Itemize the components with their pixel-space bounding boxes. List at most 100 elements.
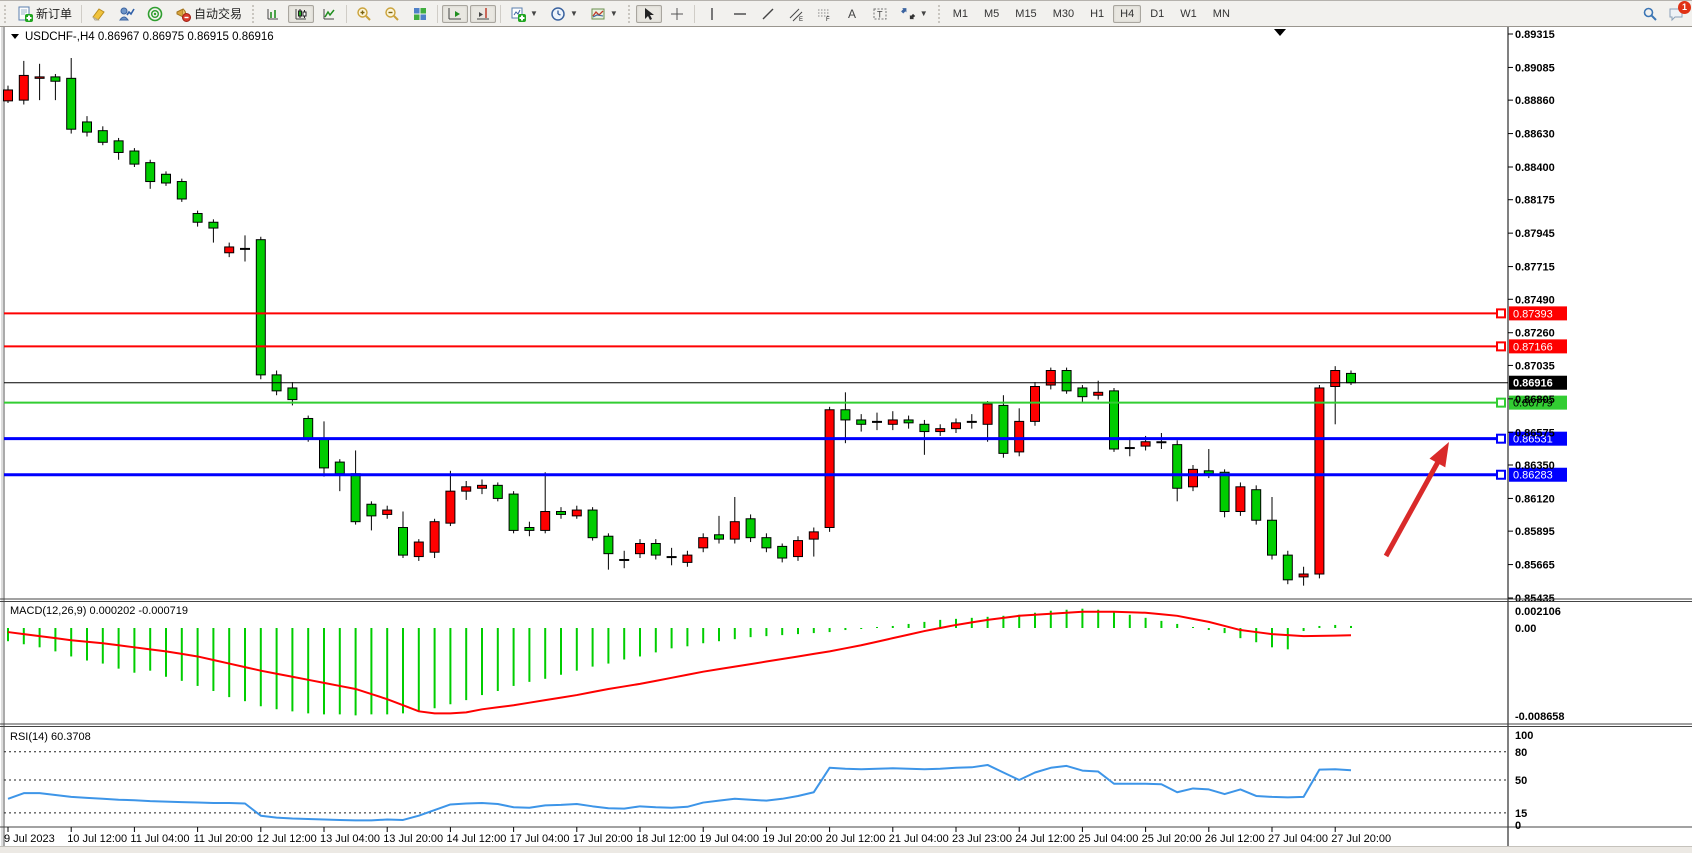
timeframe-w1[interactable]: W1: [1180, 7, 1197, 20]
level-line-0.86531[interactable]: 0.86531: [4, 431, 1567, 446]
price-tick-label: 0.88630: [1515, 129, 1555, 141]
fibonacci-button[interactable]: F: [811, 5, 837, 23]
text-button[interactable]: A: [839, 5, 865, 23]
time-tick-label: 23 Jul 23:00: [952, 833, 1012, 845]
level-line-0.86283[interactable]: 0.86283: [4, 467, 1567, 482]
candle-body: [1140, 441, 1151, 447]
candle: [461, 480, 472, 500]
tile-windows-button[interactable]: [407, 5, 433, 23]
price-level-badge-label: 0.86531: [1513, 434, 1553, 446]
candle-body: [1172, 444, 1183, 489]
window-bottom-edge: [0, 846, 1692, 853]
signals-button[interactable]: [142, 5, 168, 23]
new-chart-button[interactable]: ▼: [505, 5, 543, 23]
candle-body: [872, 420, 882, 423]
candle: [1267, 496, 1277, 560]
cursor-button[interactable]: [635, 4, 662, 23]
candle: [982, 401, 993, 442]
price-axis[interactable]: 0.89315 0.89085 0.88860 0.88630 0.88400 0.881…: [1508, 29, 1555, 605]
candle-body: [82, 121, 92, 133]
trendline-button[interactable]: [755, 5, 781, 23]
auto-scroll-icon: [447, 6, 463, 22]
toolbar-grip[interactable]: [3, 4, 8, 23]
time-tick-label: 14 Jul 12:00: [446, 833, 506, 845]
autotrading-button[interactable]: 自动交易: [170, 5, 247, 23]
timeframe-h4[interactable]: H4: [1113, 4, 1142, 23]
time-tick-label: 20 Jul 12:00: [826, 833, 886, 845]
symbol-dropdown-icon[interactable]: [11, 34, 19, 39]
time-tick-label: 12 Jul 12:00: [257, 833, 317, 845]
level-line-0.86779[interactable]: 0.86779: [4, 395, 1567, 410]
candle: [255, 236, 266, 380]
candle: [824, 406, 835, 532]
horizontal-line-button[interactable]: [727, 5, 753, 23]
candle: [682, 550, 693, 567]
trend-arrow[interactable]: [1383, 442, 1449, 558]
timeframe-d1[interactable]: D1: [1150, 7, 1165, 20]
rsi-tick-label: 50: [1515, 775, 1527, 787]
chart-shift-button[interactable]: [470, 4, 497, 23]
vertical-line-button[interactable]: [699, 5, 725, 23]
timeframe-h1[interactable]: H1: [1090, 7, 1105, 20]
line-end-marker: [1496, 469, 1506, 480]
candle-body: [1030, 386, 1040, 422]
metaeditor-icon: [91, 6, 107, 22]
new-chart-icon: [510, 6, 527, 22]
timeframe-m1[interactable]: M1: [952, 7, 968, 20]
separator: [346, 4, 348, 23]
candle: [1314, 385, 1325, 579]
rsi-tick-label: 100: [1515, 730, 1533, 742]
candle-body: [113, 140, 124, 153]
notifications-button[interactable]: 1: [1668, 1, 1691, 22]
candle: [192, 210, 203, 227]
candle: [477, 479, 487, 495]
chart-area[interactable]: 0.87393 0.87166 0.86779 0.86531 0.86283 0.869…: [0, 26, 1692, 853]
search-icon[interactable]: [1642, 6, 1658, 22]
timeframe-m15[interactable]: M15: [1015, 7, 1037, 20]
timeframe-mn[interactable]: MN: [1212, 7, 1230, 20]
candle: [398, 511, 408, 559]
metaeditor-button[interactable]: [86, 5, 112, 23]
bar-chart-button[interactable]: [260, 5, 286, 23]
toolbar-grip[interactable]: [626, 4, 632, 23]
time-tick-label: 11 Jul 20:00: [194, 833, 253, 845]
arrows-button[interactable]: ▼: [895, 5, 933, 23]
level-line-0.87393[interactable]: 0.87393: [4, 306, 1567, 321]
toolbar-grip[interactable]: [936, 4, 942, 23]
price-tick-label: 0.87715: [1515, 262, 1555, 274]
auto-scroll-button[interactable]: [442, 4, 469, 23]
market-watch-button[interactable]: [114, 5, 140, 23]
crosshair-button[interactable]: [664, 5, 690, 23]
candle: [1014, 408, 1025, 457]
text-label-button[interactable]: T: [867, 5, 893, 23]
candle-body: [382, 509, 393, 515]
zoom-in-button[interactable]: [351, 5, 377, 23]
candlestick-chart-button[interactable]: [288, 4, 315, 23]
equidistant-channel-button[interactable]: E: [783, 5, 809, 23]
candle: [208, 219, 219, 243]
zoom-out-button[interactable]: [379, 5, 405, 23]
rsi-pane: RSI(14) 60.3708 100 80 50 150: [4, 730, 1533, 832]
chart-shift-marker-icon[interactable]: [1274, 29, 1286, 36]
candle: [1235, 482, 1246, 516]
profiles-button[interactable]: ▼: [545, 5, 583, 23]
candle: [998, 395, 1009, 458]
candle: [113, 137, 124, 160]
new-order-button[interactable]: 新订单: [12, 5, 77, 23]
timeframe-m5[interactable]: M5: [984, 7, 1000, 20]
candle: [1156, 433, 1167, 450]
candle: [1045, 367, 1056, 390]
level-line-0.87166[interactable]: 0.87166: [4, 339, 1567, 354]
line-chart-button[interactable]: [316, 5, 342, 23]
time-axis[interactable]: 9 Jul 2023 10 Jul 12:00 11 Jul 04:00 11 Jul…: [4, 827, 1391, 845]
timeframe-m30[interactable]: M30: [1052, 7, 1075, 20]
price-tick-label: 0.88175: [1515, 195, 1555, 207]
indicators-button[interactable]: ▼: [585, 5, 623, 23]
ohlc-info[interactable]: USDCHF-,H4 0.86967 0.86975 0.86915 0.869…: [11, 31, 274, 43]
separator: [693, 4, 695, 23]
candle-body: [951, 422, 961, 430]
candle-body: [603, 535, 614, 555]
candle-body: [1330, 370, 1341, 388]
toolbar-grip[interactable]: [251, 4, 257, 23]
candle-body: [334, 461, 345, 475]
